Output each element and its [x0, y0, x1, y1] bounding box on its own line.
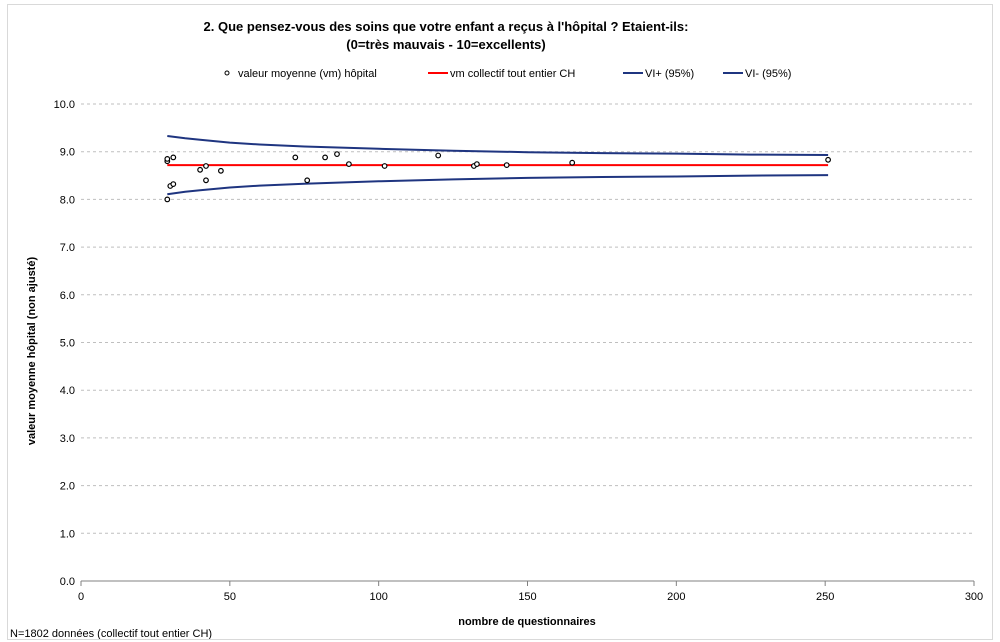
legend-label: vm collectif tout entier CH	[450, 68, 575, 80]
x-axis-title: nombre de questionnaires	[458, 616, 596, 628]
y-tick-label: 8.0	[60, 194, 75, 206]
data-point	[825, 156, 831, 163]
chart-frame: 2. Que pensez-vous des soins que votre e…	[7, 4, 993, 640]
y-tick-label: 2.0	[60, 481, 75, 493]
legend: valeur moyenne (vm) hôpital vm collectif …	[224, 68, 791, 80]
x-tick-label: 150	[518, 591, 536, 603]
data-point	[334, 151, 340, 158]
y-tick-label: 9.0	[60, 147, 75, 159]
y-tick-label: 0.0	[60, 576, 75, 588]
y-tick-label: 1.0	[60, 528, 75, 540]
x-tick-label: 250	[816, 591, 834, 603]
data-point	[503, 162, 510, 169]
legend-label: VI+ (95%)	[645, 68, 694, 80]
chart-title: 2. Que pensez-vous des soins que votre e…	[204, 19, 689, 34]
chart-subtitle: (0=très mauvais - 10=excellents)	[346, 37, 545, 52]
y-tick-label: 6.0	[60, 290, 75, 302]
x-tick-labels: 0 50 100 150 200 250 300	[78, 591, 983, 603]
x-tick-label: 50	[224, 591, 236, 603]
data-point	[217, 167, 224, 174]
x-tick-label: 100	[369, 591, 387, 603]
data-point	[170, 181, 177, 188]
x-tick-label: 300	[965, 591, 983, 603]
footnote: N=1802 données (collectif tout entier CH…	[10, 628, 212, 639]
data-point	[164, 155, 171, 162]
data-point	[474, 161, 480, 168]
y-tick-label: 3.0	[60, 433, 75, 445]
y-tick-label: 5.0	[60, 338, 75, 350]
y-axis-title: valeur moyenne hôpital (non ajusté)	[26, 257, 38, 446]
axes	[80, 580, 975, 586]
legend-label: VI- (95%)	[745, 68, 791, 80]
x-tick-label: 0	[78, 591, 84, 603]
x-tick-label: 200	[667, 591, 685, 603]
y-tick-label: 4.0	[60, 385, 75, 397]
data-point	[292, 154, 299, 161]
data-point	[435, 152, 442, 159]
gridlines	[81, 103, 974, 534]
chart-svg: 2. Que pensez-vous des soins que votre e…	[10, 19, 983, 639]
data-point	[304, 177, 311, 184]
series-lines	[167, 135, 829, 196]
data-point	[203, 163, 209, 169]
y-tick-label: 10.0	[54, 99, 75, 111]
series-line	[167, 174, 829, 196]
data-point	[164, 196, 171, 203]
series-line	[167, 135, 829, 156]
data-point	[346, 161, 352, 168]
data-point	[381, 163, 388, 169]
legend-label: valeur moyenne (vm) hôpital	[238, 68, 377, 80]
data-point	[322, 154, 329, 161]
y-tick-labels: 0.0 1.0 2.0 3.0 4.0 5.0 6.0 7.0 8.0 9.0 10.0	[54, 99, 75, 588]
data-point	[170, 154, 177, 161]
data-point	[569, 159, 576, 166]
data-point	[197, 166, 204, 173]
legend-marker	[224, 70, 230, 76]
data-points	[164, 151, 831, 203]
data-point	[203, 177, 209, 184]
y-tick-label: 7.0	[60, 242, 75, 254]
